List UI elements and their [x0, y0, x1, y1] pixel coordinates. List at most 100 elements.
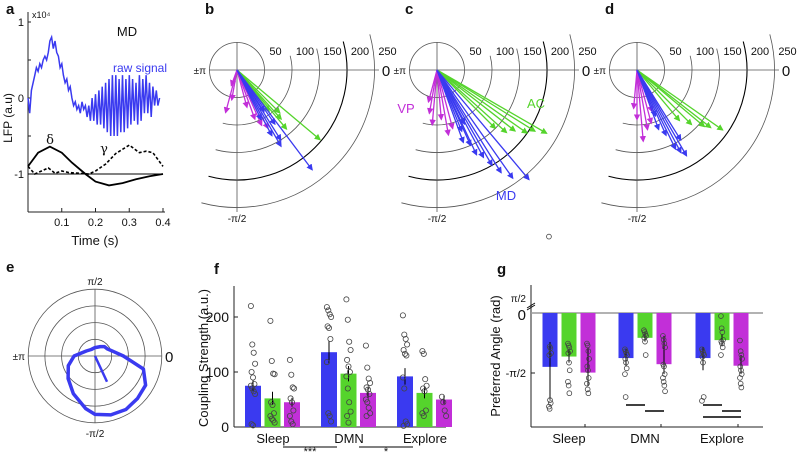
e-coupling-curve [66, 344, 148, 417]
f-data-point [423, 382, 430, 389]
arrow-VP [630, 69, 638, 110]
g-data-point [585, 390, 592, 397]
arrow-AC [236, 69, 321, 141]
f-data-point [364, 386, 371, 393]
g-data-point [718, 325, 725, 332]
f-data-point [365, 404, 372, 411]
g-category-label: DMN [630, 431, 660, 446]
g-data-point [642, 338, 648, 345]
panel-label-c: c [405, 1, 413, 18]
polar-ring-label: 250 [578, 46, 596, 58]
e-zero-label: 0 [165, 349, 173, 366]
g-data-point [622, 371, 628, 377]
polar-ring-label: 150 [723, 46, 741, 58]
g-data-point [719, 329, 726, 335]
a-y-tick-label: 0 [18, 93, 24, 105]
g-data-point [662, 388, 668, 395]
f-data-point [443, 412, 450, 419]
g-data-point [643, 333, 649, 339]
g-data-point [623, 359, 629, 366]
g-data-point [547, 397, 553, 403]
g-data-point [660, 336, 667, 343]
f-data-point [343, 373, 350, 380]
f-significance-label: *** [304, 446, 318, 456]
g-data-point [661, 363, 667, 370]
arrow-VP [429, 69, 438, 127]
polar-ring-label: 250 [378, 46, 396, 58]
a-x-label: Time (s) [71, 233, 118, 248]
g-data-point [565, 382, 572, 389]
polar-neg-half-pi-label: -π/2 [228, 214, 247, 225]
g-data-point [737, 337, 743, 344]
f-data-point [343, 296, 350, 303]
polar-zero-label: 0 [382, 63, 390, 80]
arrow-AC [436, 69, 517, 132]
g-data-point [585, 348, 592, 354]
a-gamma-label: γ [100, 142, 108, 157]
f-data-point [345, 419, 352, 426]
g-data-point [586, 356, 592, 362]
g-bar-AC [714, 313, 730, 341]
f-data-point [325, 410, 332, 417]
f-data-point [328, 418, 335, 425]
g-neg-half-pi-label: -π/2 [506, 368, 526, 380]
f-data-point [327, 335, 334, 342]
f-data-point [252, 390, 259, 397]
f-data-point [401, 350, 408, 357]
a-y-tick-label: -1 [14, 169, 24, 181]
f-data-point [288, 371, 295, 378]
polar-pi-label: ±π [394, 66, 406, 77]
arrow-MD [436, 69, 514, 180]
g-data-point [566, 344, 573, 351]
arrow-VP [636, 69, 654, 125]
polar-ring-label: 100 [696, 46, 714, 58]
polar-ring-label: 50 [669, 46, 681, 58]
g-data-point [718, 352, 724, 358]
g-bar-VP [733, 313, 749, 366]
arrow-AC [636, 69, 706, 128]
arrow-AC [436, 69, 529, 134]
a-delta-label: δ [46, 133, 54, 148]
f-data-point [323, 304, 330, 311]
a-raw-signal-label: raw signal [113, 61, 167, 75]
g-data-point [737, 348, 744, 354]
polar-ring [401, 34, 575, 208]
arrow-AC [636, 69, 681, 122]
g-data-point [566, 359, 572, 366]
arrow-VP [236, 69, 257, 121]
polar-ring-label: 100 [296, 46, 314, 58]
f-data-point [286, 412, 293, 419]
f-data-point [247, 382, 254, 389]
f-data-point [362, 342, 369, 349]
g-data-point [623, 365, 630, 372]
g-data-point [567, 348, 573, 354]
f-data-point [328, 313, 335, 320]
a-series-delta [27, 145, 164, 187]
arrow-VP [636, 69, 647, 143]
a-series-gamma [27, 144, 164, 175]
arrow-AC [236, 69, 281, 114]
a-x-tick-label: 0.4 [155, 217, 170, 229]
f-data-point [419, 410, 426, 417]
g-data-point [738, 367, 744, 374]
polar-pi-label: ±π [594, 66, 606, 77]
f-data-point [325, 324, 332, 331]
f-data-point [249, 374, 256, 381]
f-data-point [250, 349, 257, 356]
g-data-point [584, 342, 591, 349]
g-bar-MD [618, 313, 634, 359]
f-data-point [325, 307, 332, 314]
g-data-point [720, 336, 726, 343]
f-data-point [269, 401, 276, 408]
legend-label-ac: AC [527, 96, 545, 111]
f-category-label: Explore [403, 431, 447, 446]
e-half-pi-label: π/2 [87, 277, 103, 288]
f-data-point [288, 418, 295, 425]
polar-ring [608, 41, 748, 181]
polar-ring [408, 41, 548, 181]
f-data-point [403, 352, 410, 359]
plots: 1 0 -1 0.1 0.2 0.3 0.4 x10⁴ Time (s) LFP (a.u) MD r… [1, 10, 797, 456]
a-x-tick-label: 0.2 [88, 217, 103, 229]
f-y-tick-label: 100 [206, 364, 230, 380]
